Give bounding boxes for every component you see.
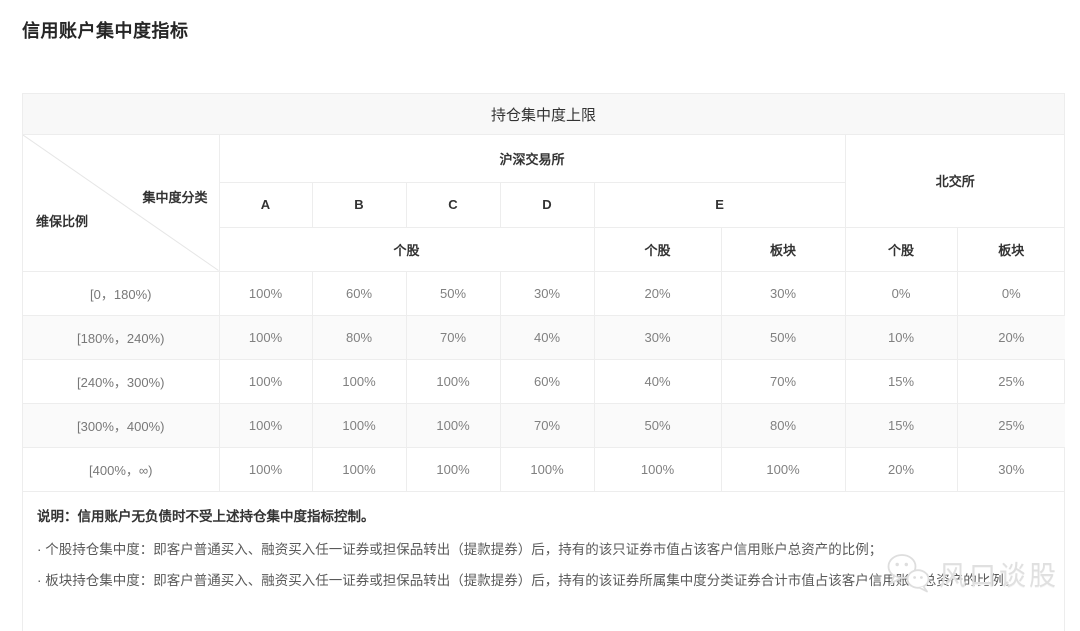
notes-heading: 说明：信用账户无负债时不受上述持仓集中度指标控制。 [37, 508, 375, 524]
cell: 10% [844, 314, 958, 360]
cell: 100% [593, 446, 722, 492]
table-row: [240%，300%) 100% 100% 100% 60% 40% 70% 1… [23, 358, 1066, 404]
cell: 0% [956, 270, 1066, 316]
cell: 100% [405, 358, 501, 404]
table-row: [300%，400%) 100% 100% 100% 70% 50% 80% 1… [23, 402, 1066, 448]
cell: 100% [218, 270, 313, 316]
cell: 80% [311, 314, 407, 360]
cell: 30% [956, 446, 1066, 492]
cell: 80% [720, 402, 846, 448]
cell: 70% [499, 402, 595, 448]
cell: 100% [218, 446, 313, 492]
cell: 60% [499, 358, 595, 404]
cell: 50% [405, 270, 501, 316]
corner-header-cell: 集中度分类 维保比例 [23, 135, 220, 272]
cell: 40% [593, 358, 722, 404]
cell: 100% [311, 358, 407, 404]
row-label: [400%，∞) [23, 446, 220, 492]
cell: 100% [405, 446, 501, 492]
cell: 70% [720, 358, 846, 404]
cell: 50% [720, 314, 846, 360]
subheader-e-stock: 个股 [593, 226, 722, 272]
cell: 70% [405, 314, 501, 360]
corner-label-maintenance-ratio: 维保比例 [36, 214, 89, 229]
cell: 20% [593, 270, 722, 316]
notes-section: 说明：信用账户无负债时不受上述持仓集中度指标控制。 · 个股持仓集中度：即客户普… [23, 492, 1064, 609]
cell: 30% [720, 270, 846, 316]
cell: 20% [844, 446, 958, 492]
header-hushen-exchange: 沪深交易所 [218, 135, 846, 183]
row-label: [180%，240%) [23, 314, 220, 360]
concentration-table: 集中度分类 维保比例 沪深交易所 北交所 A B C D E 个股 个股 板块 … [23, 135, 1066, 492]
table-row: [400%，∞) 100% 100% 100% 100% 100% 100% 2… [23, 446, 1066, 492]
cell: 50% [593, 402, 722, 448]
header-class-e: E [593, 181, 846, 228]
page-title: 信用账户集中度指标 [22, 21, 189, 41]
concentration-table-panel: 持仓集中度上限 集中度分类 维保比例 沪深交易所 北交所 A B [22, 93, 1066, 631]
cell: 100% [499, 446, 595, 492]
header-beijiao-exchange: 北交所 [844, 135, 1066, 228]
subheader-bj-sector: 板块 [956, 226, 1066, 272]
header-class-d: D [499, 181, 595, 228]
table-title: 持仓集中度上限 [23, 94, 1064, 135]
header-class-b: B [311, 181, 407, 228]
note-sector-concentration: · 板块持仓集中度：即客户普通买入、融资买入任一证券或担保品转出（提款提券）后，… [37, 572, 1018, 588]
cell: 20% [956, 314, 1066, 360]
row-label: [300%，400%) [23, 402, 220, 448]
diagonal-divider [23, 135, 219, 271]
corner-label-classification: 集中度分类 [142, 190, 208, 205]
note-stock-concentration: · 个股持仓集中度：即客户普通买入、融资买入任一证券或担保品转出（提款提券）后，… [37, 542, 883, 558]
cell: 100% [218, 314, 313, 360]
cell: 100% [311, 402, 407, 448]
cell: 100% [218, 358, 313, 404]
table-row: [0，180%) 100% 60% 50% 30% 20% 30% 0% 0% [23, 270, 1066, 316]
subheader-e-sector: 板块 [720, 226, 846, 272]
cell: 0% [844, 270, 958, 316]
cell: 60% [311, 270, 407, 316]
cell: 100% [405, 402, 501, 448]
cell: 30% [593, 314, 722, 360]
cell: 15% [844, 402, 958, 448]
cell: 15% [844, 358, 958, 404]
cell: 100% [720, 446, 846, 492]
cell: 100% [218, 402, 313, 448]
cell: 25% [956, 358, 1066, 404]
cell: 25% [956, 402, 1066, 448]
subheader-stock-ad: 个股 [219, 226, 595, 272]
header-class-a: A [219, 181, 313, 228]
cell: 100% [311, 446, 407, 492]
row-label: [0，180%) [23, 270, 220, 316]
header-class-c: C [405, 181, 501, 228]
subheader-bj-stock: 个股 [844, 226, 958, 272]
row-label: [240%，300%) [23, 358, 220, 404]
table-row: [180%，240%) 100% 80% 70% 40% 30% 50% 10%… [23, 314, 1066, 360]
cell: 30% [499, 270, 595, 316]
cell: 40% [499, 314, 595, 360]
